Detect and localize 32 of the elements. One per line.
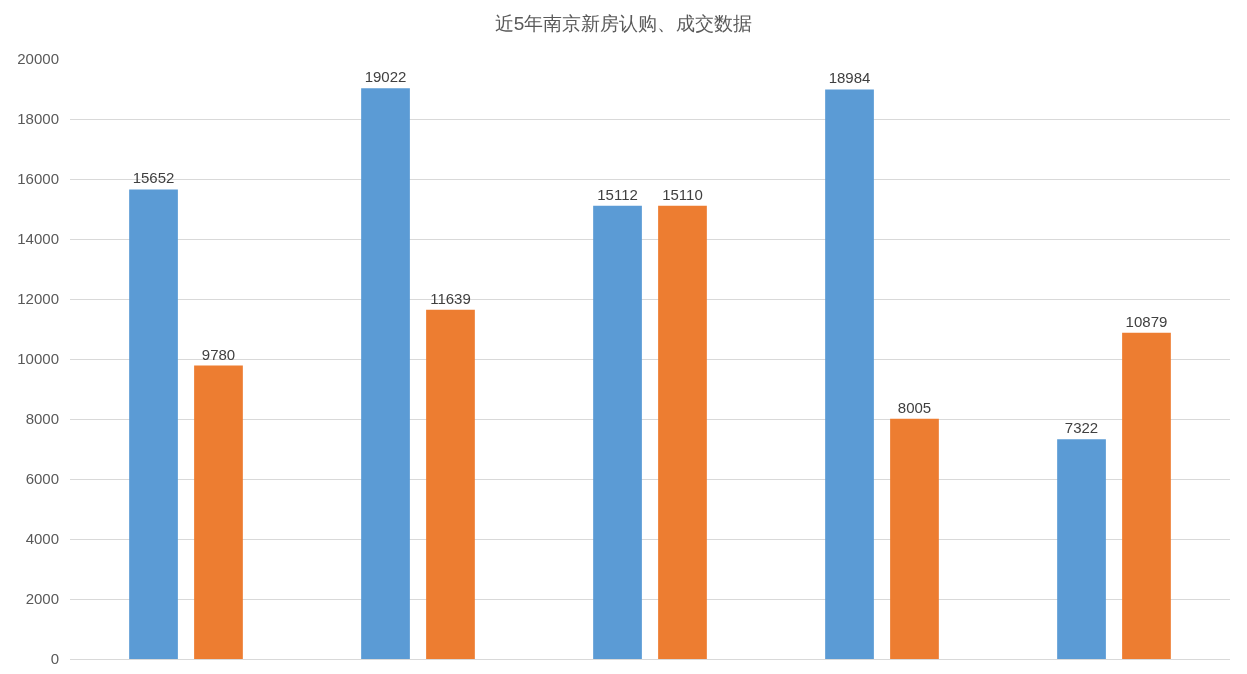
- bar: [593, 205, 642, 659]
- chart-title: 近5年南京新房认购、成交数据: [494, 13, 753, 35]
- data-label: 18984: [828, 69, 871, 87]
- y-tick-label: 6000: [25, 470, 59, 488]
- data-label: 8005: [897, 398, 932, 416]
- y-tick-label: 18000: [17, 110, 59, 128]
- data-label: 19022: [364, 68, 407, 86]
- bar: [658, 205, 707, 659]
- y-tick-label: 0: [50, 650, 59, 668]
- y-tick-label: 4000: [25, 530, 59, 548]
- bar: [1122, 332, 1171, 659]
- data-label: 7322: [1064, 419, 1099, 437]
- bar: [194, 365, 243, 659]
- data-label: 15652: [132, 169, 175, 187]
- y-tick-label: 14000: [17, 230, 59, 248]
- y-tick-label: 8000: [25, 410, 59, 428]
- data-label: 9780: [201, 345, 236, 363]
- bar: [426, 309, 475, 659]
- y-tick-label: 12000: [17, 290, 59, 308]
- data-label: 15110: [662, 185, 703, 203]
- y-tick-label: 10000: [17, 350, 59, 368]
- data-label: 15112: [597, 185, 638, 203]
- y-tick-label: 16000: [17, 170, 59, 188]
- data-label: 11639: [430, 289, 471, 307]
- bar: [361, 88, 410, 659]
- y-tick-label: 2000: [25, 590, 59, 608]
- bar: [825, 89, 874, 659]
- bar: [1057, 439, 1106, 659]
- data-label: 10879: [1125, 312, 1168, 330]
- bar: [129, 189, 178, 659]
- y-tick-label: 20000: [17, 50, 59, 68]
- bar: [890, 418, 939, 659]
